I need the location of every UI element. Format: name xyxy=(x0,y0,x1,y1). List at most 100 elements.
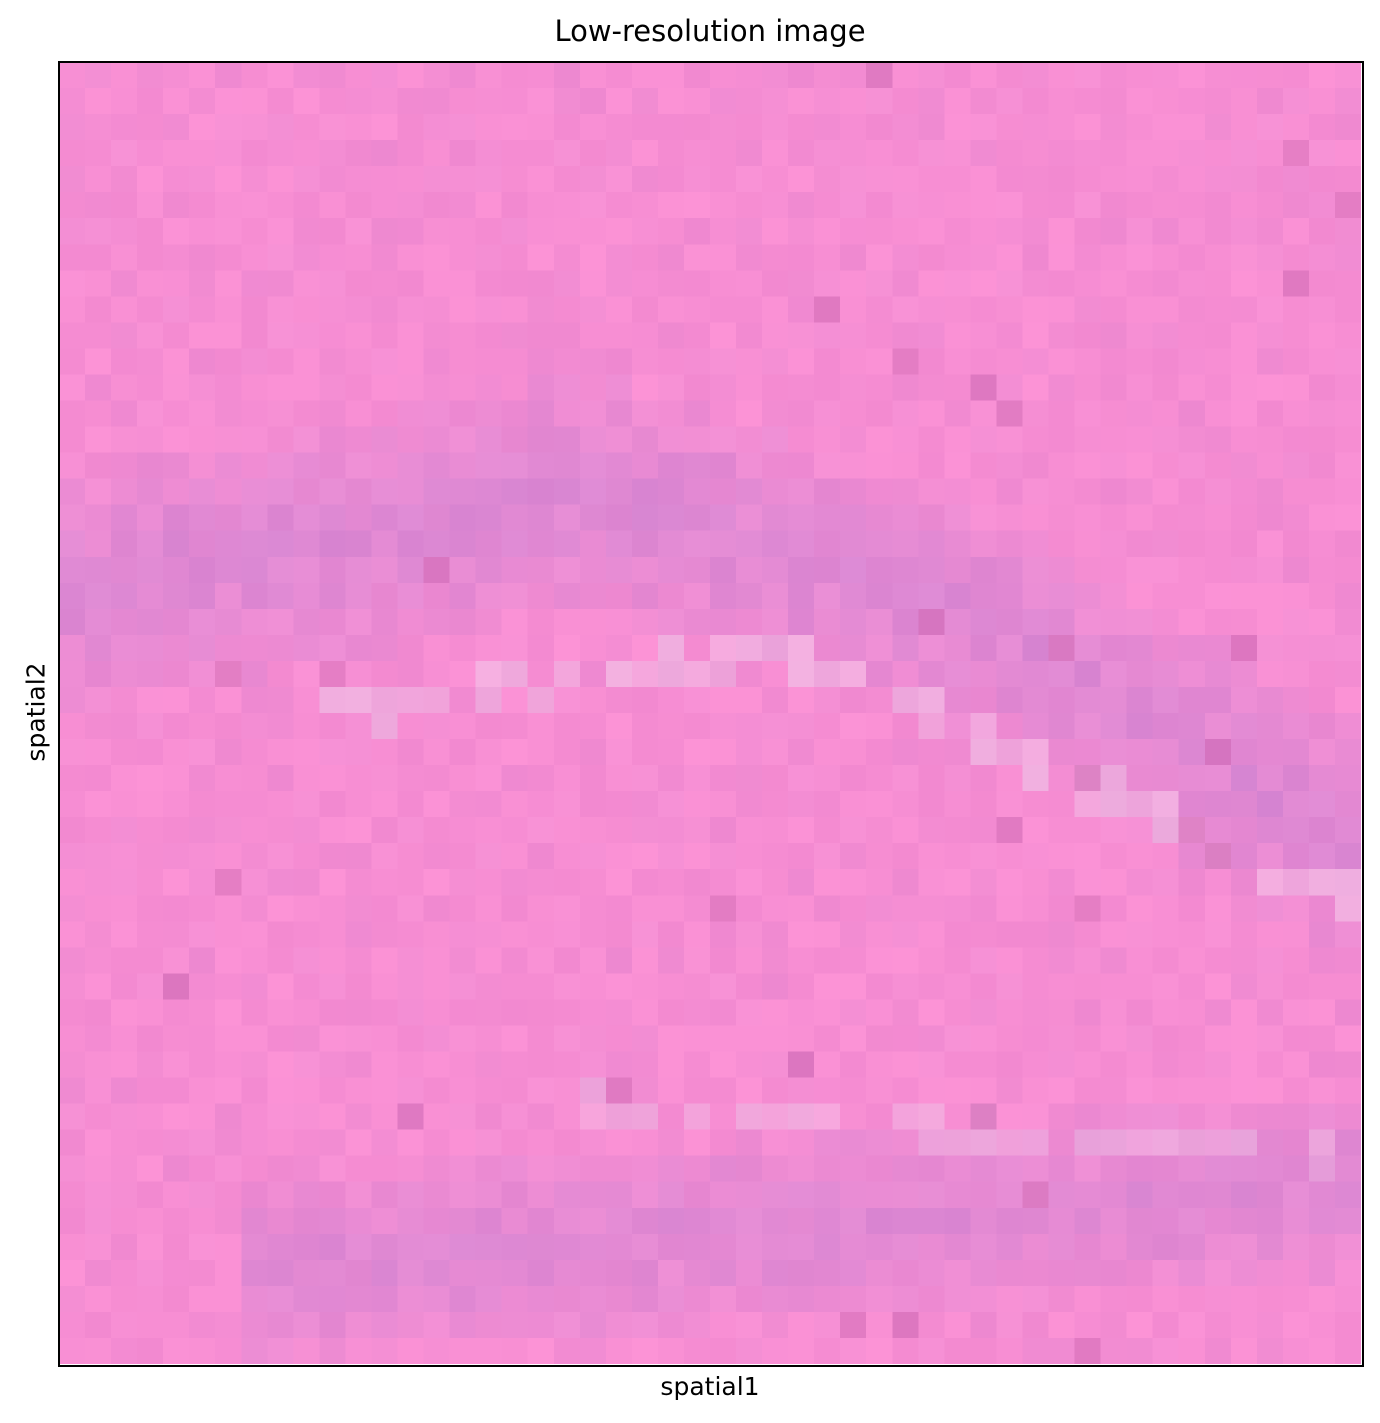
heatmap-cell xyxy=(1308,88,1336,115)
heatmap-cell xyxy=(918,791,945,818)
heatmap-cell xyxy=(814,817,841,844)
heatmap-cell xyxy=(345,713,373,740)
heatmap-cell xyxy=(762,1155,789,1183)
heatmap-cell xyxy=(267,1233,294,1261)
heatmap-cell xyxy=(501,686,529,714)
heatmap-cell xyxy=(605,1155,633,1183)
heatmap-cell xyxy=(762,400,789,428)
heatmap-cell xyxy=(1074,608,1102,636)
heatmap-cell xyxy=(1256,374,1284,402)
heatmap-cell xyxy=(1256,270,1284,297)
heatmap-cell xyxy=(788,634,815,662)
heatmap-cell xyxy=(1048,582,1076,610)
heatmap-cell xyxy=(1178,634,1206,662)
heatmap-cell xyxy=(371,843,399,870)
heatmap-cell xyxy=(137,791,164,818)
heatmap-cell xyxy=(267,270,294,297)
heatmap-cell xyxy=(918,296,945,323)
heatmap-cell xyxy=(293,1129,320,1157)
heatmap-cell xyxy=(1204,1051,1232,1079)
heatmap-cell xyxy=(345,1181,373,1209)
heatmap-cell xyxy=(892,1051,919,1079)
heatmap-cell xyxy=(1230,1181,1258,1209)
heatmap-cell xyxy=(892,270,919,297)
heatmap-cell xyxy=(1256,244,1284,271)
heatmap-cell xyxy=(293,634,320,662)
heatmap-cell xyxy=(1282,1103,1310,1131)
heatmap-cell xyxy=(1230,608,1258,636)
heatmap-cell xyxy=(293,452,320,480)
heatmap-cell xyxy=(85,348,112,376)
heatmap-cell xyxy=(215,1337,242,1364)
heatmap-cell xyxy=(605,1207,633,1235)
heatmap-cell xyxy=(866,62,893,89)
heatmap-cell xyxy=(1100,947,1128,974)
heatmap-cell xyxy=(371,452,399,480)
heatmap-cell xyxy=(918,999,945,1027)
heatmap-cell xyxy=(423,817,451,844)
heatmap-cell xyxy=(1126,1155,1154,1183)
heatmap-cell xyxy=(762,608,789,636)
heatmap-cell xyxy=(423,166,451,193)
heatmap-cell xyxy=(579,530,607,558)
heatmap-cell xyxy=(657,1129,685,1157)
heatmap-cell xyxy=(918,660,945,688)
heatmap-cell xyxy=(996,1051,1024,1079)
heatmap-cell xyxy=(1204,62,1232,89)
heatmap-cell xyxy=(683,244,711,271)
heatmap-cell xyxy=(892,973,919,1000)
heatmap-cell xyxy=(111,1051,138,1079)
heatmap-cell xyxy=(501,478,529,506)
heatmap-cell xyxy=(657,660,685,688)
heatmap-cell xyxy=(423,869,451,896)
heatmap-cell xyxy=(1022,921,1050,948)
heatmap-cell xyxy=(527,1259,555,1287)
heatmap-cell xyxy=(449,140,477,167)
heatmap-cell xyxy=(1048,739,1076,766)
heatmap-cell xyxy=(501,1207,529,1235)
heatmap-cell xyxy=(345,791,373,818)
heatmap-cell xyxy=(1308,114,1336,141)
heatmap-cell xyxy=(918,1311,945,1339)
heatmap-cell xyxy=(683,556,711,584)
heatmap-cell xyxy=(710,426,737,454)
heatmap-cell xyxy=(85,530,112,558)
heatmap-cell xyxy=(163,1025,190,1053)
heatmap-cell xyxy=(189,88,216,115)
heatmap-cell xyxy=(1074,921,1102,948)
heatmap-cell xyxy=(1204,192,1232,219)
heatmap-cell xyxy=(241,686,268,714)
heatmap-cell xyxy=(475,1155,503,1183)
heatmap-cell xyxy=(85,791,112,818)
heatmap-cell xyxy=(762,1285,789,1313)
heatmap-cell xyxy=(527,374,555,402)
heatmap-cell xyxy=(840,921,867,948)
heatmap-cell xyxy=(423,1051,451,1079)
heatmap-cell xyxy=(1152,713,1180,740)
heatmap-cell xyxy=(397,660,425,688)
heatmap-cell xyxy=(1230,166,1258,193)
heatmap-cell xyxy=(449,608,477,636)
heatmap-cell xyxy=(1048,713,1076,740)
heatmap-cell xyxy=(527,504,555,532)
heatmap-cell xyxy=(293,1181,320,1209)
heatmap-cell xyxy=(189,452,216,480)
heatmap-cell xyxy=(163,140,190,167)
heatmap-cell xyxy=(241,88,268,115)
heatmap-cell xyxy=(449,660,477,688)
heatmap-cell xyxy=(137,374,164,402)
heatmap-cell xyxy=(1074,478,1102,506)
heatmap-cell xyxy=(189,374,216,402)
heatmap-cell xyxy=(1282,244,1310,271)
heatmap-cell xyxy=(683,582,711,610)
heatmap-cell xyxy=(319,218,346,245)
heatmap-cell xyxy=(892,244,919,271)
heatmap-cell xyxy=(475,660,503,688)
heatmap-cell xyxy=(788,1103,815,1131)
heatmap-cell xyxy=(710,374,737,402)
heatmap-cell xyxy=(345,140,373,167)
heatmap-cell xyxy=(1152,270,1180,297)
heatmap-cell xyxy=(970,1233,997,1261)
heatmap-cell xyxy=(657,504,685,532)
heatmap-cell xyxy=(579,739,607,766)
